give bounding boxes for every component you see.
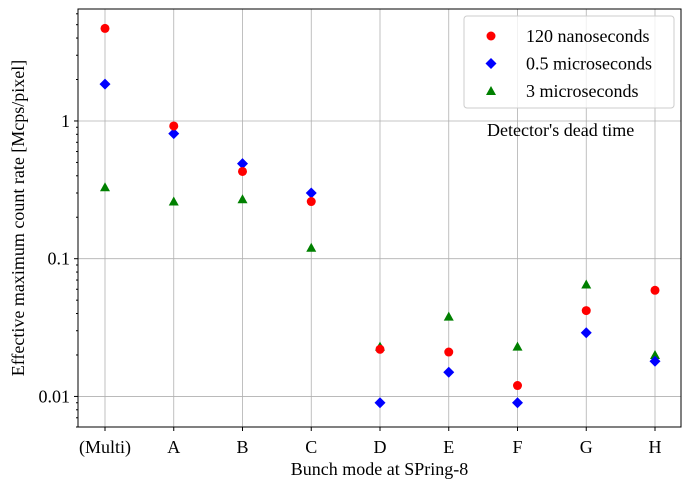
x-axis-label: Bunch mode at SPring-8 — [291, 459, 469, 479]
x-tick-label: D — [374, 437, 387, 457]
y-tick-label: 1 — [61, 111, 70, 131]
legend-marker — [486, 31, 496, 41]
legend-marker — [485, 58, 497, 69]
data-point — [444, 347, 454, 357]
legend-marker — [486, 86, 496, 95]
legend: 120 nanoseconds 0.5 microseconds 3 microse… — [463, 15, 675, 109]
data-point — [99, 78, 111, 90]
x-tick-label: G — [580, 437, 593, 457]
data-point — [650, 285, 660, 295]
series-circle — [100, 23, 660, 391]
legend-label: 0.5 microseconds — [526, 54, 652, 74]
series-diamond — [99, 78, 661, 409]
data-point — [306, 242, 317, 252]
x-tick-label: B — [236, 437, 248, 457]
data-point — [168, 128, 180, 140]
data-layer — [99, 23, 661, 409]
data-point — [305, 187, 317, 199]
x-tick-label: E — [443, 437, 454, 457]
data-point — [237, 194, 248, 204]
data-point — [512, 397, 523, 409]
y-axis-label: Effective maximum count rate [Mcps/pixel… — [8, 60, 28, 377]
x-tick-label: C — [305, 437, 317, 457]
data-point — [238, 166, 247, 176]
data-point — [512, 341, 523, 351]
data-point — [650, 349, 660, 359]
data-point — [581, 306, 591, 316]
data-point — [649, 355, 661, 367]
data-point — [237, 158, 248, 170]
data-point — [443, 366, 455, 378]
series-triangle — [100, 182, 660, 359]
legend-title: Detector's dead time — [487, 120, 634, 140]
x-tick-label: (Multi) — [79, 437, 131, 458]
y-tick-label: 0.1 — [48, 249, 71, 269]
tick-layer: (Multi) A B C D E F G H 0.01 0.1 1 — [39, 13, 662, 458]
data-point — [443, 311, 454, 321]
x-tick-label: H — [649, 437, 662, 457]
data-point — [168, 196, 179, 206]
data-point — [306, 197, 316, 207]
data-point — [513, 381, 522, 391]
data-point — [374, 397, 386, 409]
legend-box — [463, 15, 675, 109]
x-tick-label: A — [167, 437, 180, 457]
grid-layer — [78, 9, 681, 427]
y-tick-label: 0.01 — [39, 386, 71, 406]
data-point — [100, 23, 110, 33]
data-point — [100, 182, 110, 192]
legend-label: 120 nanoseconds — [526, 26, 649, 46]
data-point — [169, 121, 179, 131]
x-tick-label: F — [512, 437, 522, 457]
plot-frame — [77, 8, 682, 428]
data-point — [581, 279, 592, 289]
data-point — [580, 327, 592, 339]
legend-label: 3 microseconds — [526, 81, 638, 101]
data-point — [375, 344, 385, 354]
